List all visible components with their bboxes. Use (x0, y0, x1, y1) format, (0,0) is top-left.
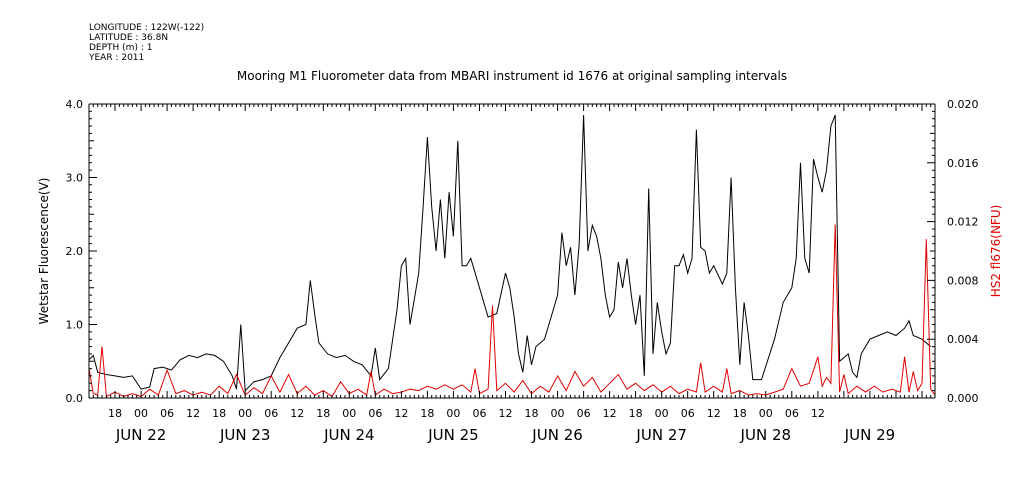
x-hour-tick-label: 06 (681, 407, 695, 420)
x-day-label: JUN 22 (115, 426, 166, 444)
x-hour-tick-label: 00 (655, 407, 669, 420)
y-left-tick-label: 0.0 (66, 392, 84, 405)
x-hour-tick-label: 18 (212, 407, 226, 420)
meta-longitude: LONGITUDE : 122W(-122) (89, 23, 204, 33)
x-day-label: JUN 24 (323, 426, 374, 444)
series-layer (88, 114, 936, 398)
series-left-line (88, 114, 932, 392)
x-hour-tick-label: 12 (811, 407, 825, 420)
x-hour-tick-label: 06 (472, 407, 486, 420)
x-hour-tick-label: 00 (342, 407, 356, 420)
tick-label-layer: 0.0 1.0 2.0 3.0 4.0 0.000 0.004 0.008 0.012 0.016… (66, 98, 979, 444)
series-right-line (88, 224, 936, 398)
y-right-tick-label: 0.016 (947, 157, 979, 170)
meta-depth: DEPTH (m) : 1 (89, 43, 152, 53)
y-axis-right-label: HS2 fl676(NFU) (989, 205, 1003, 298)
chart-title: Mooring M1 Fluorometer data from MBARI i… (237, 69, 787, 83)
y-axis-right-ticks (927, 103, 935, 399)
x-hour-tick-label: 12 (394, 407, 408, 420)
x-hour-tick-label: 06 (264, 407, 278, 420)
x-hour-tick-label: 12 (186, 407, 200, 420)
x-hour-tick-label: 18 (525, 407, 539, 420)
x-day-label: JUN 28 (740, 426, 791, 444)
y-left-tick-label: 1.0 (66, 319, 84, 332)
x-hour-tick-label: 12 (603, 407, 617, 420)
x-hour-tick-label: 18 (316, 407, 330, 420)
y-right-tick-label: 0.004 (947, 333, 979, 346)
x-hour-tick-label: 06 (368, 407, 382, 420)
x-day-label: JUN 29 (844, 426, 895, 444)
x-day-label: JUN 25 (427, 426, 478, 444)
x-hour-tick-label: 12 (498, 407, 512, 420)
x-hour-tick-label: 18 (629, 407, 643, 420)
x-hour-tick-label: 06 (785, 407, 799, 420)
y-left-tick-label: 3.0 (66, 172, 84, 185)
x-hour-tick-label: 18 (733, 407, 747, 420)
x-hour-tick-label: 12 (707, 407, 721, 420)
axes-layer (88, 103, 936, 399)
x-day-label: JUN 27 (635, 426, 686, 444)
x-hour-tick-label: 06 (160, 407, 174, 420)
x-hour-tick-label: 00 (134, 407, 148, 420)
x-hour-tick-label: 00 (759, 407, 773, 420)
meta-year: YEAR : 2011 (88, 53, 144, 63)
x-hour-tick-label: 18 (108, 407, 122, 420)
x-hour-tick-label: 00 (238, 407, 252, 420)
x-hour-tick-label: 18 (420, 407, 434, 420)
x-axis-hour-ticks (88, 104, 936, 398)
x-hour-tick-label: 00 (551, 407, 565, 420)
x-hour-tick-label: 12 (290, 407, 304, 420)
y-right-tick-label: 0.020 (947, 98, 979, 111)
y-left-tick-label: 4.0 (66, 98, 84, 111)
y-axis-left-label: Wetstar Fluorescence(V) (37, 178, 51, 325)
x-hour-tick-label: 06 (577, 407, 591, 420)
y-right-tick-label: 0.008 (947, 274, 979, 287)
y-axis-left-ticks (89, 103, 97, 399)
y-right-tick-label: 0.012 (947, 216, 979, 229)
x-day-label: JUN 23 (219, 426, 270, 444)
y-left-tick-label: 2.0 (66, 245, 84, 258)
y-right-tick-label: 0.000 (947, 392, 979, 405)
x-day-label: JUN 26 (531, 426, 582, 444)
x-hour-tick-label: 00 (446, 407, 460, 420)
meta-latitude: LATITUDE : 36.8N (89, 33, 168, 43)
